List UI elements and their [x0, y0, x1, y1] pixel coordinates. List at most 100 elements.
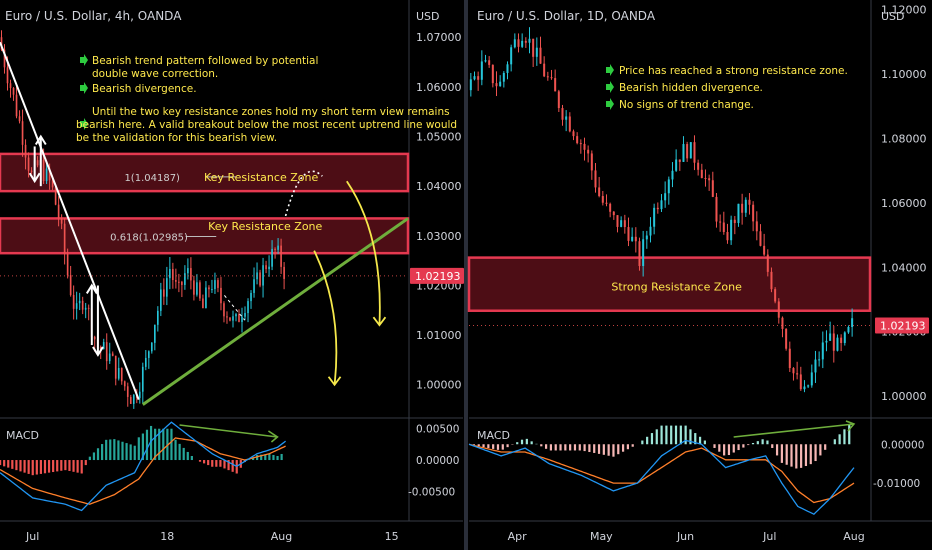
candle-body	[568, 116, 571, 132]
macd-histogram-bar	[540, 444, 543, 447]
macd-histogram-bar	[780, 444, 783, 463]
macd-histogram-bar	[751, 443, 755, 445]
candle-body	[576, 136, 579, 144]
macd-tick-label: 0.00000	[416, 455, 459, 467]
candle-body	[546, 76, 549, 78]
candle-body	[821, 342, 824, 360]
candle-body	[748, 199, 751, 205]
candle-body	[235, 314, 237, 317]
macd-signal-line	[468, 443, 855, 504]
bearish-wave-line	[0, 41, 140, 400]
candle-body	[259, 272, 261, 286]
macd-histogram-bar	[804, 444, 808, 467]
candle-body	[774, 289, 777, 302]
fib-label: 0.618(1.02985)	[110, 233, 188, 244]
candle-body	[579, 143, 582, 145]
candle-body	[752, 204, 755, 222]
price-tick-label: 1.08000	[881, 132, 927, 145]
macd-histogram-bar	[641, 440, 644, 445]
candle-body	[686, 144, 689, 159]
macd-histogram-bar	[56, 460, 59, 472]
candle-body	[763, 245, 766, 255]
macd-histogram-bar	[3, 460, 6, 467]
candle-body	[66, 254, 69, 276]
candle-body	[524, 40, 527, 43]
candle-body	[172, 269, 174, 281]
last-price-tag	[410, 267, 464, 284]
macd-histogram-bar	[800, 444, 803, 468]
candle-body	[232, 316, 234, 321]
macd-histogram-bar	[588, 444, 591, 453]
candle-body	[208, 287, 210, 290]
candle-body	[711, 180, 714, 197]
candle-body	[708, 178, 711, 181]
macd-histogram-bar	[631, 444, 634, 447]
candle-body	[144, 357, 147, 367]
time-tick-label: 18	[160, 530, 174, 543]
macd-histogram-bar	[689, 429, 692, 445]
candle-body	[722, 222, 725, 233]
macd-histogram-bar	[501, 444, 504, 450]
candle-body	[788, 348, 791, 369]
macd-histogram-bar	[68, 460, 71, 471]
candle-body	[226, 316, 228, 318]
candle-body	[157, 310, 159, 325]
candle-body	[719, 221, 722, 223]
candle-body	[638, 241, 641, 267]
price-tick-label: 1.12000	[881, 4, 927, 17]
candle-body	[495, 83, 498, 87]
macd-histogram-bar	[732, 444, 735, 453]
macd-histogram-bar	[761, 439, 764, 445]
candle-body	[190, 268, 192, 281]
candle-body	[836, 337, 839, 351]
macd-histogram-bar	[670, 425, 673, 445]
candle-body	[609, 203, 612, 212]
candle-body	[57, 204, 60, 219]
candle-body	[150, 342, 153, 352]
candle-body	[123, 381, 126, 387]
candle-body	[792, 368, 795, 374]
macd-histogram-bar	[84, 460, 87, 466]
candle-body	[777, 301, 780, 318]
price-tick-label: 1.00000	[416, 379, 462, 392]
macd-line	[0, 421, 287, 512]
divergence-arrow	[733, 423, 855, 438]
candle-body	[132, 395, 135, 404]
macd-histogram-bar	[145, 429, 149, 461]
macd-histogram-bar	[60, 460, 63, 471]
macd-histogram-bar	[0, 460, 2, 466]
candle-body	[469, 79, 472, 91]
macd-histogram-bar	[154, 428, 157, 461]
candle-body	[785, 328, 788, 349]
macd-histogram-bar	[487, 444, 490, 448]
macd-histogram-bar	[544, 444, 548, 449]
divergence-arrow	[179, 424, 278, 438]
candle-body	[477, 76, 480, 80]
time-tick-label: Jun	[676, 530, 694, 543]
candle-body	[612, 211, 615, 216]
candle-body	[199, 282, 201, 299]
macd-histogram-bar	[713, 444, 716, 448]
price-tick-label: 1.04000	[416, 180, 462, 193]
candle-body	[51, 180, 54, 188]
chart-title: Euro / U.S. Dollar, 4h, OANDA	[5, 9, 182, 23]
candle-body	[598, 187, 601, 197]
candle-body	[642, 239, 645, 267]
projection-arrow-head	[372, 316, 387, 327]
candle-body	[3, 49, 6, 68]
macd-histogram-bar	[775, 444, 779, 456]
macd-histogram-bar	[27, 460, 30, 474]
candle-body	[513, 39, 516, 48]
candle-body	[557, 91, 560, 109]
candle-body	[532, 38, 535, 57]
candle-body	[102, 342, 105, 350]
candle-body	[265, 265, 267, 270]
macd-histogram-bar	[646, 436, 649, 445]
candle-body	[653, 207, 656, 227]
macd-histogram-bar	[684, 425, 687, 445]
candle-body	[111, 353, 114, 356]
candle-body	[781, 317, 784, 329]
macd-histogram-bar	[80, 460, 83, 474]
